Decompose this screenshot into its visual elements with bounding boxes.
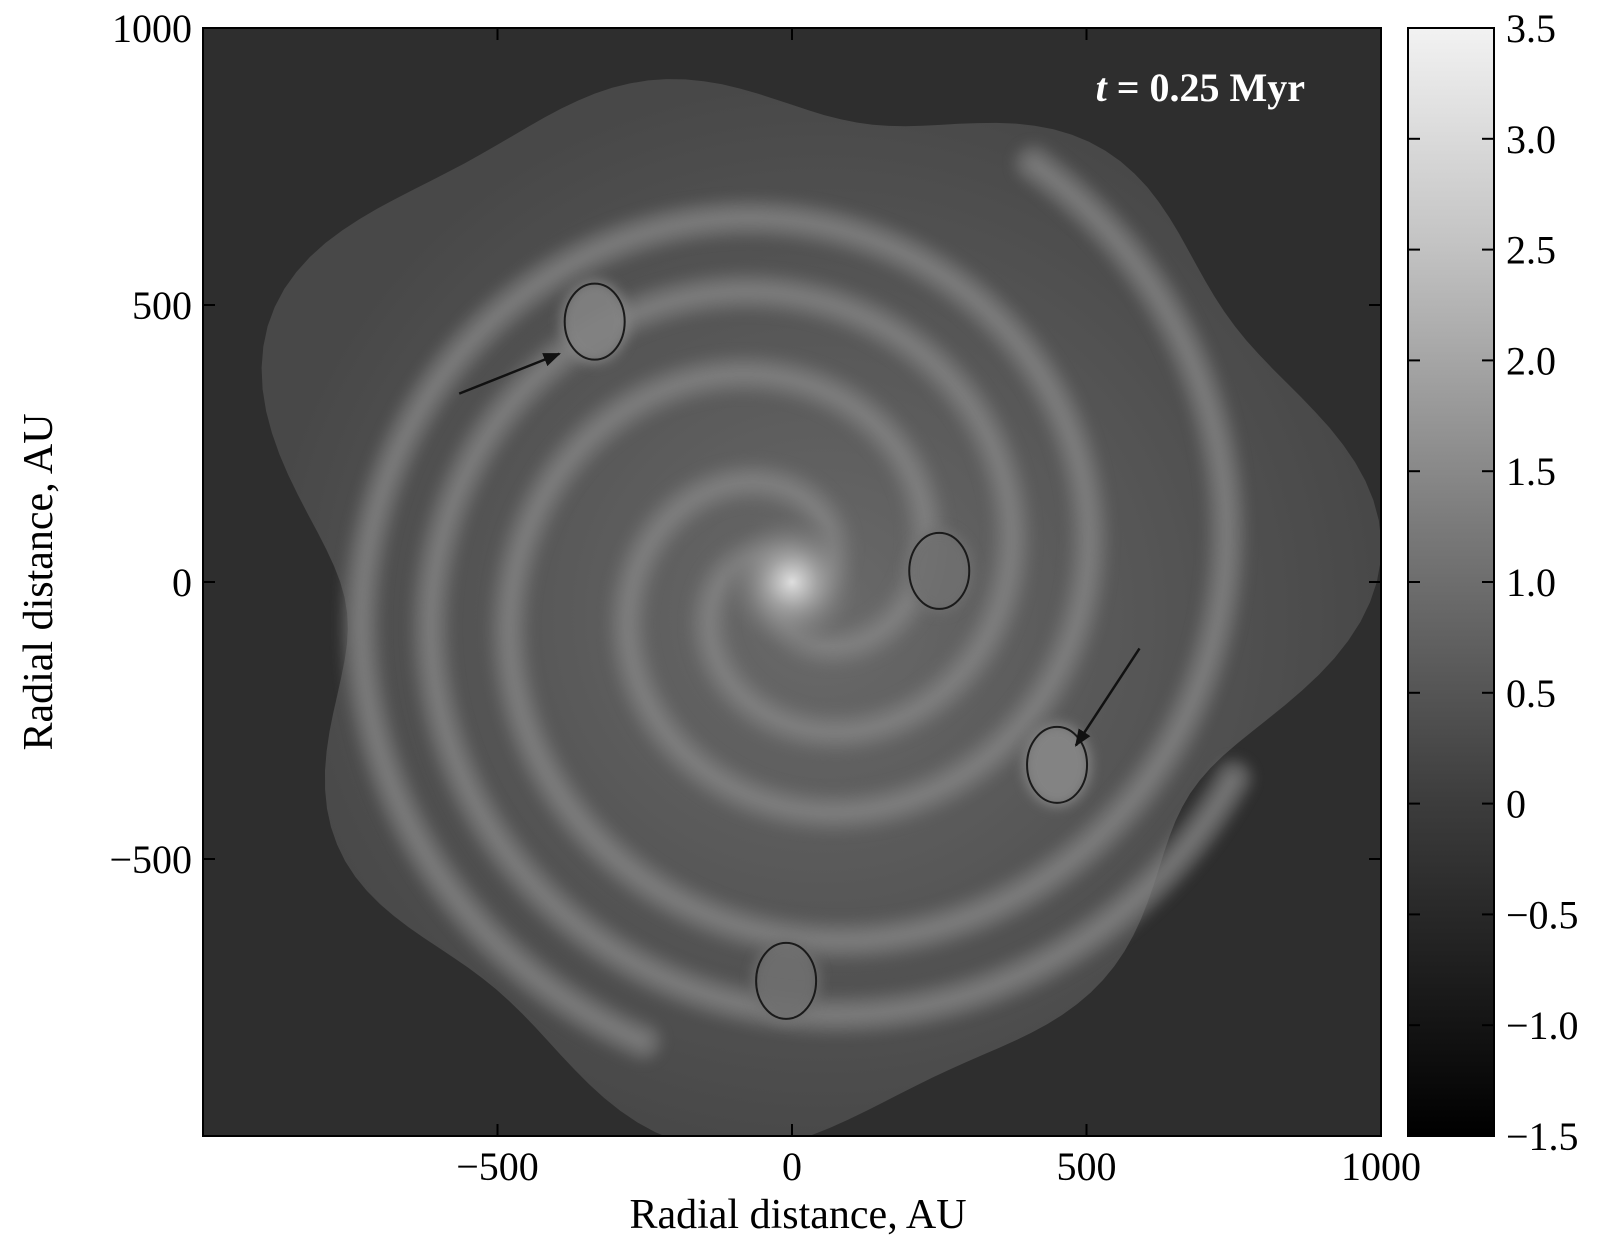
fragment-contour (563, 282, 626, 361)
colorbar-gradient (1407, 27, 1495, 1137)
fragment-clump (1023, 722, 1092, 807)
time-symbol: t (1096, 65, 1109, 110)
y-axis-title: Radial distance, AU (16, 413, 62, 750)
colorbar-tick-label: −1.5 (1506, 1114, 1579, 1159)
colorbar-ticks: 3.5 3.0 2.5 2.0 1.5 1.0 0.5 0 −0.5 −1.0 −1.5 (1408, 6, 1579, 1159)
disk-core (722, 512, 862, 652)
colorbar-tick-label: 1.0 (1506, 560, 1556, 605)
colorbar-tick-label: 3.5 (1506, 6, 1556, 51)
x-axis-title: Radial distance, AU (629, 1192, 966, 1238)
colorbar-tick-label: 2.5 (1506, 228, 1556, 273)
arrows (458, 352, 1141, 747)
colorbar-tick-label: 1.5 (1506, 449, 1556, 494)
x-tick-label: 1000 (1341, 1144, 1421, 1189)
y-tick-label: 500 (132, 283, 192, 328)
contours (563, 282, 1089, 1020)
y-tick-label: 0 (172, 560, 192, 605)
density-map (261, 79, 1381, 1136)
fragment-contour (1026, 725, 1089, 804)
fragments (560, 279, 1092, 1023)
time-value: = 0.25 Myr (1107, 65, 1305, 110)
x-tick-label: 500 (1057, 1144, 1117, 1189)
colorbar-tick-label: −0.5 (1506, 892, 1579, 937)
x-tick-label: 0 (782, 1144, 802, 1189)
spiral-arms (341, 144, 1253, 1061)
fragment-clump (560, 279, 629, 364)
arrow-annotation (1074, 647, 1141, 747)
y-ticks: 1000 500 0 −500 (109, 6, 1381, 882)
plot-area: −500 0 500 1000 1000 500 0 −500 t = 0.25 Myr (109, 6, 1421, 1189)
x-ticks: −500 0 500 1000 (456, 28, 1421, 1189)
spiral-arm-ridge (502, 156, 1234, 948)
x-tick-label: −500 (456, 1144, 539, 1189)
colorbar-tick-label: 0 (1506, 782, 1526, 827)
fragment-clump (905, 528, 974, 613)
time-annotation: t = 0.25 Myr (1096, 65, 1305, 110)
colorbar-tick-label: 3.0 (1506, 117, 1556, 162)
fragment-contour (908, 531, 971, 610)
spiral-arm-ridge (423, 284, 1241, 1022)
arrow-annotation (458, 352, 561, 395)
y-tick-label: 1000 (112, 6, 192, 51)
fragment-contour (755, 941, 818, 1020)
colorbar-tick-label: 2.0 (1506, 338, 1556, 383)
colorbar-tick-label: 0.5 (1506, 671, 1556, 716)
colorbar: 3.5 3.0 2.5 2.0 1.5 1.0 0.5 0 −0.5 −1.0 −1.5 (1407, 6, 1579, 1159)
spiral-arm-ridge (353, 211, 1096, 1049)
fragment-clump (752, 938, 821, 1023)
colorbar-tick-label: −1.0 (1506, 1003, 1579, 1048)
y-tick-label: −500 (109, 837, 192, 882)
